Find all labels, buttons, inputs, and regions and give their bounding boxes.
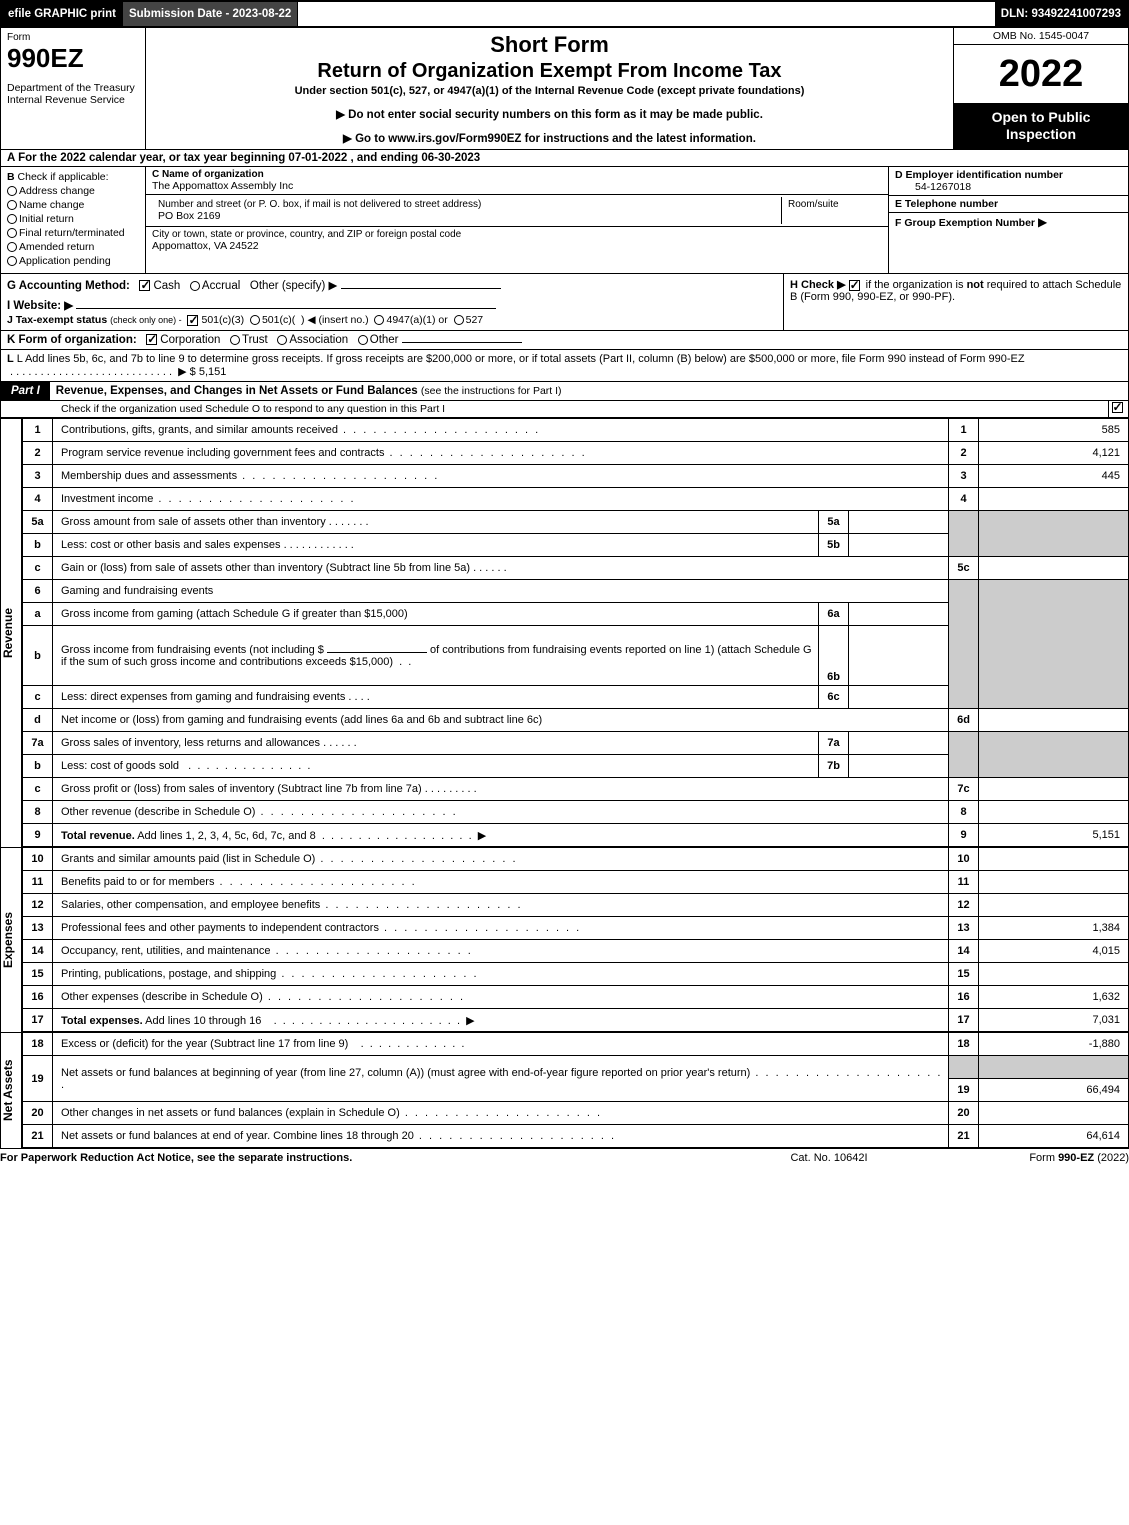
check-association[interactable] bbox=[277, 335, 287, 345]
address-row: Number and street (or P. O. box, if mail… bbox=[146, 195, 888, 227]
schedule-o-check-line: Check if the organization used Schedule … bbox=[0, 401, 1129, 418]
website-line: I Website: ▶ bbox=[7, 298, 777, 312]
line-4-amount bbox=[979, 488, 1129, 511]
form-label: Form bbox=[7, 32, 139, 43]
ein-cell: D Employer identification number 54-1267… bbox=[889, 167, 1128, 196]
page-footer: For Paperwork Reduction Act Notice, see … bbox=[0, 1148, 1129, 1167]
ssn-warning: ▶ Do not enter social security numbers o… bbox=[154, 107, 945, 121]
check-501c3[interactable] bbox=[187, 315, 198, 326]
submission-date: Submission Date - 2023-08-22 bbox=[123, 2, 298, 26]
check-527[interactable] bbox=[454, 315, 464, 325]
check-4947[interactable] bbox=[374, 315, 384, 325]
return-title: Return of Organization Exempt From Incom… bbox=[154, 60, 945, 83]
line-2-amount: 4,121 bbox=[979, 442, 1129, 465]
tax-year: 2022 bbox=[954, 45, 1128, 103]
schedule-b-check: H Check ▶ if the organization is not req… bbox=[783, 274, 1128, 330]
check-501c[interactable] bbox=[250, 315, 260, 325]
check-other[interactable] bbox=[358, 335, 368, 345]
expenses-table: 10Grants and similar amounts paid (list … bbox=[22, 847, 1129, 1032]
section-b-checkboxes: B Check if applicable: Address change Na… bbox=[1, 167, 146, 273]
line-17-total-expenses: 7,031 bbox=[979, 1009, 1129, 1032]
line-1-amount: 585 bbox=[979, 419, 1129, 442]
check-trust[interactable] bbox=[230, 335, 240, 345]
check-schedule-b[interactable] bbox=[849, 280, 860, 291]
check-application-pending[interactable]: Application pending bbox=[7, 255, 139, 267]
revenue-sidebar: Revenue bbox=[0, 418, 22, 847]
line-3-amount: 445 bbox=[979, 465, 1129, 488]
short-form-title: Short Form bbox=[154, 32, 945, 58]
accounting-method: G Accounting Method: Cash Accrual Other … bbox=[7, 278, 777, 292]
line-19-amount: 66,494 bbox=[979, 1079, 1129, 1102]
accounting-website-grid: G Accounting Method: Cash Accrual Other … bbox=[0, 274, 1129, 331]
check-cash[interactable] bbox=[139, 280, 150, 291]
city-state-zip: Appomattox, VA 24522 bbox=[152, 240, 882, 252]
revenue-table: 1Contributions, gifts, grants, and simil… bbox=[22, 418, 1129, 847]
check-accrual[interactable] bbox=[190, 281, 200, 291]
line-l-gross-receipts: L L Add lines 5b, 6c, and 7b to line 9 t… bbox=[0, 350, 1129, 382]
line-9-total-revenue: 5,151 bbox=[979, 824, 1129, 847]
header-grid: B Check if applicable: Address change Na… bbox=[0, 167, 1129, 274]
open-to-public: Open to Public Inspection bbox=[954, 103, 1128, 149]
form-header: Form 990EZ Department of the Treasury In… bbox=[0, 28, 1129, 150]
street-address: PO Box 2169 bbox=[158, 210, 775, 222]
group-exemption-cell: F Group Exemption Number ▶ bbox=[889, 213, 1128, 273]
org-name-cell: C Name of organization The Appomattox As… bbox=[146, 167, 888, 195]
line-13-amount: 1,384 bbox=[979, 917, 1129, 940]
city-row: City or town, state or province, country… bbox=[146, 227, 888, 254]
subtitle: Under section 501(c), 527, or 4947(a)(1)… bbox=[154, 85, 945, 97]
line-a-tax-year: A For the 2022 calendar year, or tax yea… bbox=[0, 150, 1129, 167]
line-21-amount: 64,614 bbox=[979, 1125, 1129, 1148]
line-k-org-form: K Form of organization: Corporation Trus… bbox=[0, 331, 1129, 350]
line-14-amount: 4,015 bbox=[979, 940, 1129, 963]
tax-exempt-status: J Tax-exempt status (check only one) - 5… bbox=[7, 314, 777, 326]
expenses-sidebar: Expenses bbox=[0, 847, 22, 1032]
dln: DLN: 93492241007293 bbox=[995, 2, 1127, 26]
net-assets-table: 18Excess or (deficit) for the year (Subt… bbox=[22, 1032, 1129, 1148]
check-schedule-o[interactable] bbox=[1112, 402, 1123, 413]
line-18-amount: -1,880 bbox=[979, 1033, 1129, 1056]
instructions-link[interactable]: ▶ Go to www.irs.gov/Form990EZ for instru… bbox=[154, 131, 945, 145]
check-address-change[interactable]: Address change bbox=[7, 185, 139, 197]
check-amended-return[interactable]: Amended return bbox=[7, 241, 139, 253]
department: Department of the Treasury Internal Reve… bbox=[7, 82, 139, 106]
telephone-cell: E Telephone number bbox=[889, 196, 1128, 213]
form-number: 990EZ bbox=[7, 43, 139, 74]
efile-label: efile GRAPHIC print bbox=[2, 2, 123, 26]
check-initial-return[interactable]: Initial return bbox=[7, 213, 139, 225]
org-name: The Appomattox Assembly Inc bbox=[152, 180, 882, 192]
omb-number: OMB No. 1545-0047 bbox=[954, 28, 1128, 45]
check-final-return[interactable]: Final return/terminated bbox=[7, 227, 139, 239]
top-bar: efile GRAPHIC print Submission Date - 20… bbox=[0, 0, 1129, 28]
net-assets-sidebar: Net Assets bbox=[0, 1032, 22, 1148]
part-i-header: Part I Revenue, Expenses, and Changes in… bbox=[0, 382, 1129, 401]
check-name-change[interactable]: Name change bbox=[7, 199, 139, 211]
ein-value: 54-1267018 bbox=[895, 181, 1122, 193]
line-16-amount: 1,632 bbox=[979, 986, 1129, 1009]
check-corporation[interactable] bbox=[146, 334, 157, 345]
